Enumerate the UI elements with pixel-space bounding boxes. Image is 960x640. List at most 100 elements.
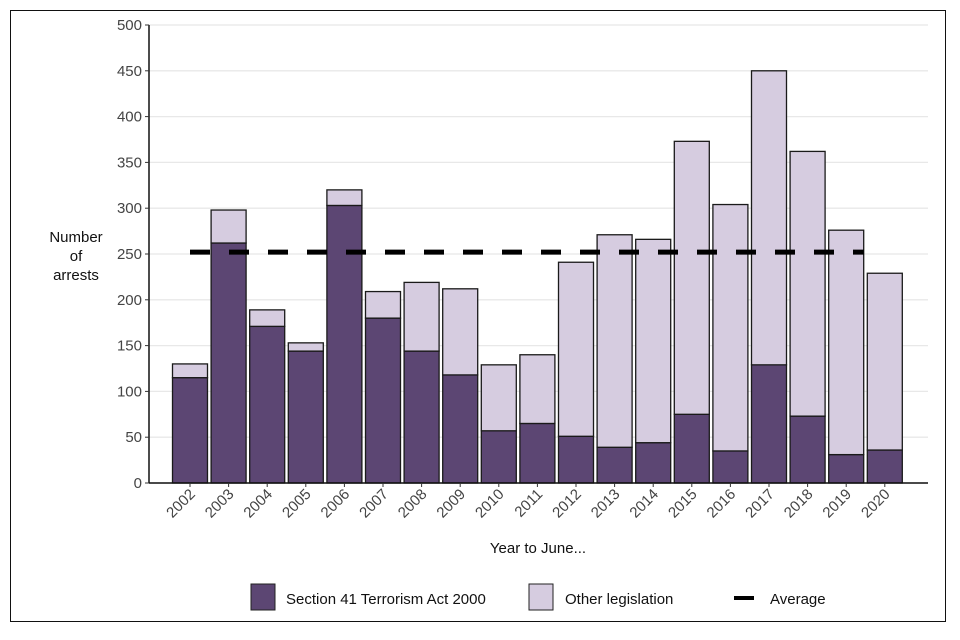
y-tick-label: 200 xyxy=(117,292,142,309)
x-tick-label: 2019 xyxy=(819,486,855,522)
x-tick-label: 2015 xyxy=(665,486,701,522)
y-tick-label: 0 xyxy=(134,475,142,492)
y-axis-title-line-3: arrests xyxy=(53,267,99,284)
legend-swatch-section41 xyxy=(250,583,276,611)
bar-section41-2010 xyxy=(480,430,517,484)
bar-other-2020 xyxy=(866,272,903,451)
x-tick-label: 2005 xyxy=(279,486,315,522)
bar-section41-2009 xyxy=(442,374,479,484)
bar-section41-2017 xyxy=(750,364,788,484)
bar-group-2018 xyxy=(789,150,826,484)
x-tick-label: 2008 xyxy=(395,486,431,522)
bar-group-2010 xyxy=(480,364,517,484)
bar-section41-2015 xyxy=(673,413,710,484)
x-tick-label: 2004 xyxy=(240,486,276,522)
y-tick-label: 300 xyxy=(117,200,142,217)
bar-other-2013 xyxy=(596,234,633,448)
bar-group-2008 xyxy=(403,281,440,484)
legend-swatch-other xyxy=(528,583,554,611)
y-axis-title-line-2: of xyxy=(70,248,83,265)
bar-section41-2006 xyxy=(326,204,363,484)
bar-other-2018 xyxy=(789,150,826,417)
x-tick-label: 2016 xyxy=(704,486,740,522)
x-tick-label: 2012 xyxy=(549,486,585,522)
bar-other-2012 xyxy=(557,261,595,437)
x-tick-label: 2020 xyxy=(858,486,894,522)
bar-group-2009 xyxy=(442,288,479,484)
bar-group-2016 xyxy=(712,203,749,484)
bar-section41-2012 xyxy=(557,435,595,484)
bar-group-2012 xyxy=(557,261,595,484)
bar-section41-2008 xyxy=(403,350,440,484)
x-tick-label: 2003 xyxy=(202,486,238,522)
bar-group-2013 xyxy=(596,234,633,484)
y-axis-ticks: 0 50 100 150 200 250 300 350 400 450 500 xyxy=(117,17,149,492)
y-tick-label: 250 xyxy=(117,246,142,263)
bar-other-2019 xyxy=(828,229,865,456)
bar-group-2005 xyxy=(287,342,324,484)
bar-section41-2007 xyxy=(364,317,402,484)
x-tick-label: 2009 xyxy=(433,486,469,522)
legend: Section 41 Terrorism Act 2000 Other legi… xyxy=(250,583,826,611)
bar-other-2006 xyxy=(326,189,363,207)
bar-group-2020 xyxy=(866,272,903,484)
bar-group-2014 xyxy=(635,238,672,484)
bar-other-2008 xyxy=(403,281,440,352)
x-tick-label: 2017 xyxy=(742,486,778,522)
legend-label-section41: Section 41 Terrorism Act 2000 xyxy=(286,591,486,608)
x-tick-label: 2006 xyxy=(318,486,354,522)
bar-section41-2016 xyxy=(712,450,749,484)
bar-other-2003 xyxy=(210,209,247,244)
bars xyxy=(171,70,903,484)
y-tick-label: 350 xyxy=(117,154,142,171)
bar-group-2019 xyxy=(828,229,865,484)
bar-other-2011 xyxy=(519,354,556,425)
bar-group-2011 xyxy=(519,354,556,484)
y-tick-label: 50 xyxy=(125,429,142,446)
bar-section41-2020 xyxy=(866,449,903,484)
x-tick-label: 2013 xyxy=(588,486,624,522)
x-tick-label: 2010 xyxy=(472,486,508,522)
y-tick-label: 400 xyxy=(117,109,142,126)
bar-section41-2003 xyxy=(210,242,247,484)
bar-other-2005 xyxy=(287,342,324,352)
x-tick-label: 2007 xyxy=(356,486,392,522)
bar-other-2002 xyxy=(171,363,209,379)
bar-section41-2014 xyxy=(635,442,672,484)
y-axis-title-line-1: Number xyxy=(49,229,102,246)
x-axis-title: Year to June... xyxy=(490,540,586,557)
bar-section41-2019 xyxy=(828,453,865,484)
bar-section41-2002 xyxy=(171,377,209,484)
x-tick-label: 2018 xyxy=(781,486,817,522)
bar-section41-2004 xyxy=(249,325,286,484)
bar-other-2007 xyxy=(364,290,402,319)
bar-section41-2011 xyxy=(519,422,556,484)
bar-section41-2018 xyxy=(789,415,826,484)
y-tick-label: 500 xyxy=(117,17,142,34)
bar-group-2015 xyxy=(673,140,710,484)
bar-group-2004 xyxy=(249,309,286,484)
bar-group-2006 xyxy=(326,189,363,484)
bar-group-2007 xyxy=(364,290,402,484)
bar-group-2003 xyxy=(210,209,247,484)
bar-other-2014 xyxy=(635,238,672,444)
bar-other-2010 xyxy=(480,364,517,432)
bar-section41-2005 xyxy=(287,350,324,484)
bar-group-2017 xyxy=(750,70,788,484)
x-tick-label: 2014 xyxy=(626,486,662,522)
bar-other-2016 xyxy=(712,203,749,452)
x-axis-ticks: 2002 2003 2004 2005 2006 2007 2008 2009 2010 2011… xyxy=(163,483,894,522)
legend-label-other: Other legislation xyxy=(565,591,673,608)
bar-other-2015 xyxy=(673,140,710,415)
bar-other-2017 xyxy=(750,70,788,366)
bar-section41-2013 xyxy=(596,446,633,484)
y-tick-label: 100 xyxy=(117,383,142,400)
bar-other-2004 xyxy=(249,309,286,328)
chart-frame xyxy=(10,10,946,622)
y-tick-label: 450 xyxy=(117,63,142,80)
x-tick-label: 2002 xyxy=(163,486,199,522)
bar-group-2002 xyxy=(171,363,209,484)
legend-label-average: Average xyxy=(770,591,826,608)
x-tick-label: 2011 xyxy=(511,486,546,521)
